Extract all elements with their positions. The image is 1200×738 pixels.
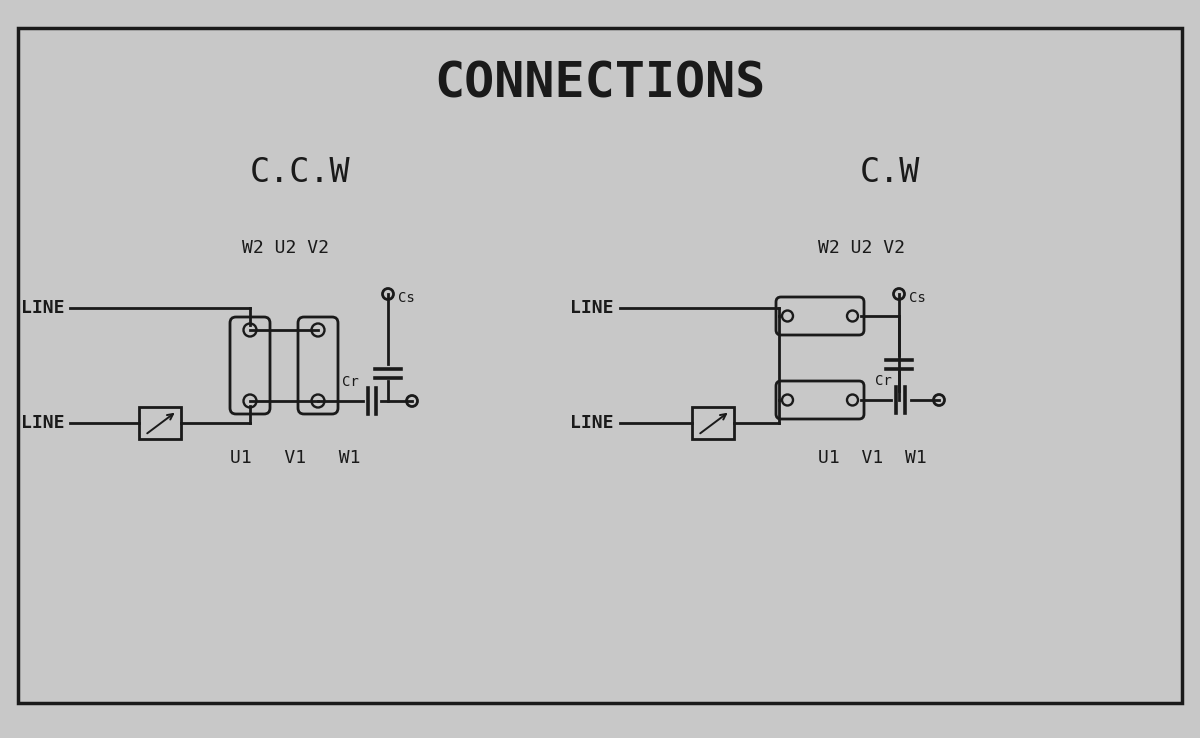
Text: LINE: LINE — [20, 299, 64, 317]
Text: LINE: LINE — [570, 299, 614, 317]
Bar — [692, 407, 734, 439]
Text: Cs: Cs — [908, 291, 925, 305]
Bar — [139, 407, 181, 439]
Text: CONNECTIONS: CONNECTIONS — [434, 59, 766, 107]
Text: C.C.W: C.C.W — [250, 156, 350, 190]
Text: U1   V1   W1: U1 V1 W1 — [229, 449, 360, 467]
Text: Cr: Cr — [342, 375, 359, 389]
Text: Cs: Cs — [398, 291, 415, 305]
Text: Cr: Cr — [875, 374, 892, 388]
Text: LINE: LINE — [570, 414, 614, 432]
Text: LINE: LINE — [20, 414, 64, 432]
Text: W2 U2 V2: W2 U2 V2 — [241, 239, 329, 257]
Text: C.W: C.W — [860, 156, 920, 190]
Text: U1  V1  W1: U1 V1 W1 — [817, 449, 926, 467]
Text: W2 U2 V2: W2 U2 V2 — [818, 239, 906, 257]
